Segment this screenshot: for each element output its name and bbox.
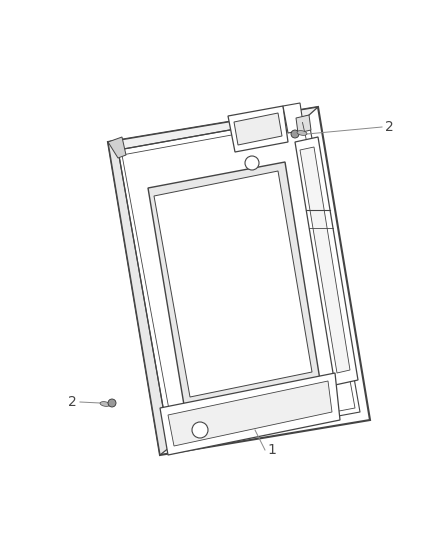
Polygon shape	[160, 373, 340, 455]
Polygon shape	[283, 103, 304, 133]
Ellipse shape	[100, 402, 110, 406]
Polygon shape	[295, 137, 358, 385]
Polygon shape	[168, 381, 332, 446]
Polygon shape	[108, 142, 170, 455]
Polygon shape	[296, 115, 311, 133]
Text: 1: 1	[267, 443, 276, 457]
Circle shape	[245, 156, 259, 170]
Polygon shape	[228, 106, 288, 152]
Polygon shape	[108, 107, 370, 455]
Ellipse shape	[297, 131, 307, 135]
Polygon shape	[108, 137, 126, 158]
Circle shape	[108, 399, 116, 407]
Polygon shape	[234, 113, 282, 145]
Circle shape	[192, 422, 208, 438]
Text: 2: 2	[385, 120, 394, 134]
Polygon shape	[108, 107, 318, 150]
Text: 2: 2	[68, 395, 77, 409]
Polygon shape	[148, 162, 320, 405]
Polygon shape	[154, 171, 312, 397]
Circle shape	[291, 130, 299, 138]
Polygon shape	[300, 147, 350, 373]
